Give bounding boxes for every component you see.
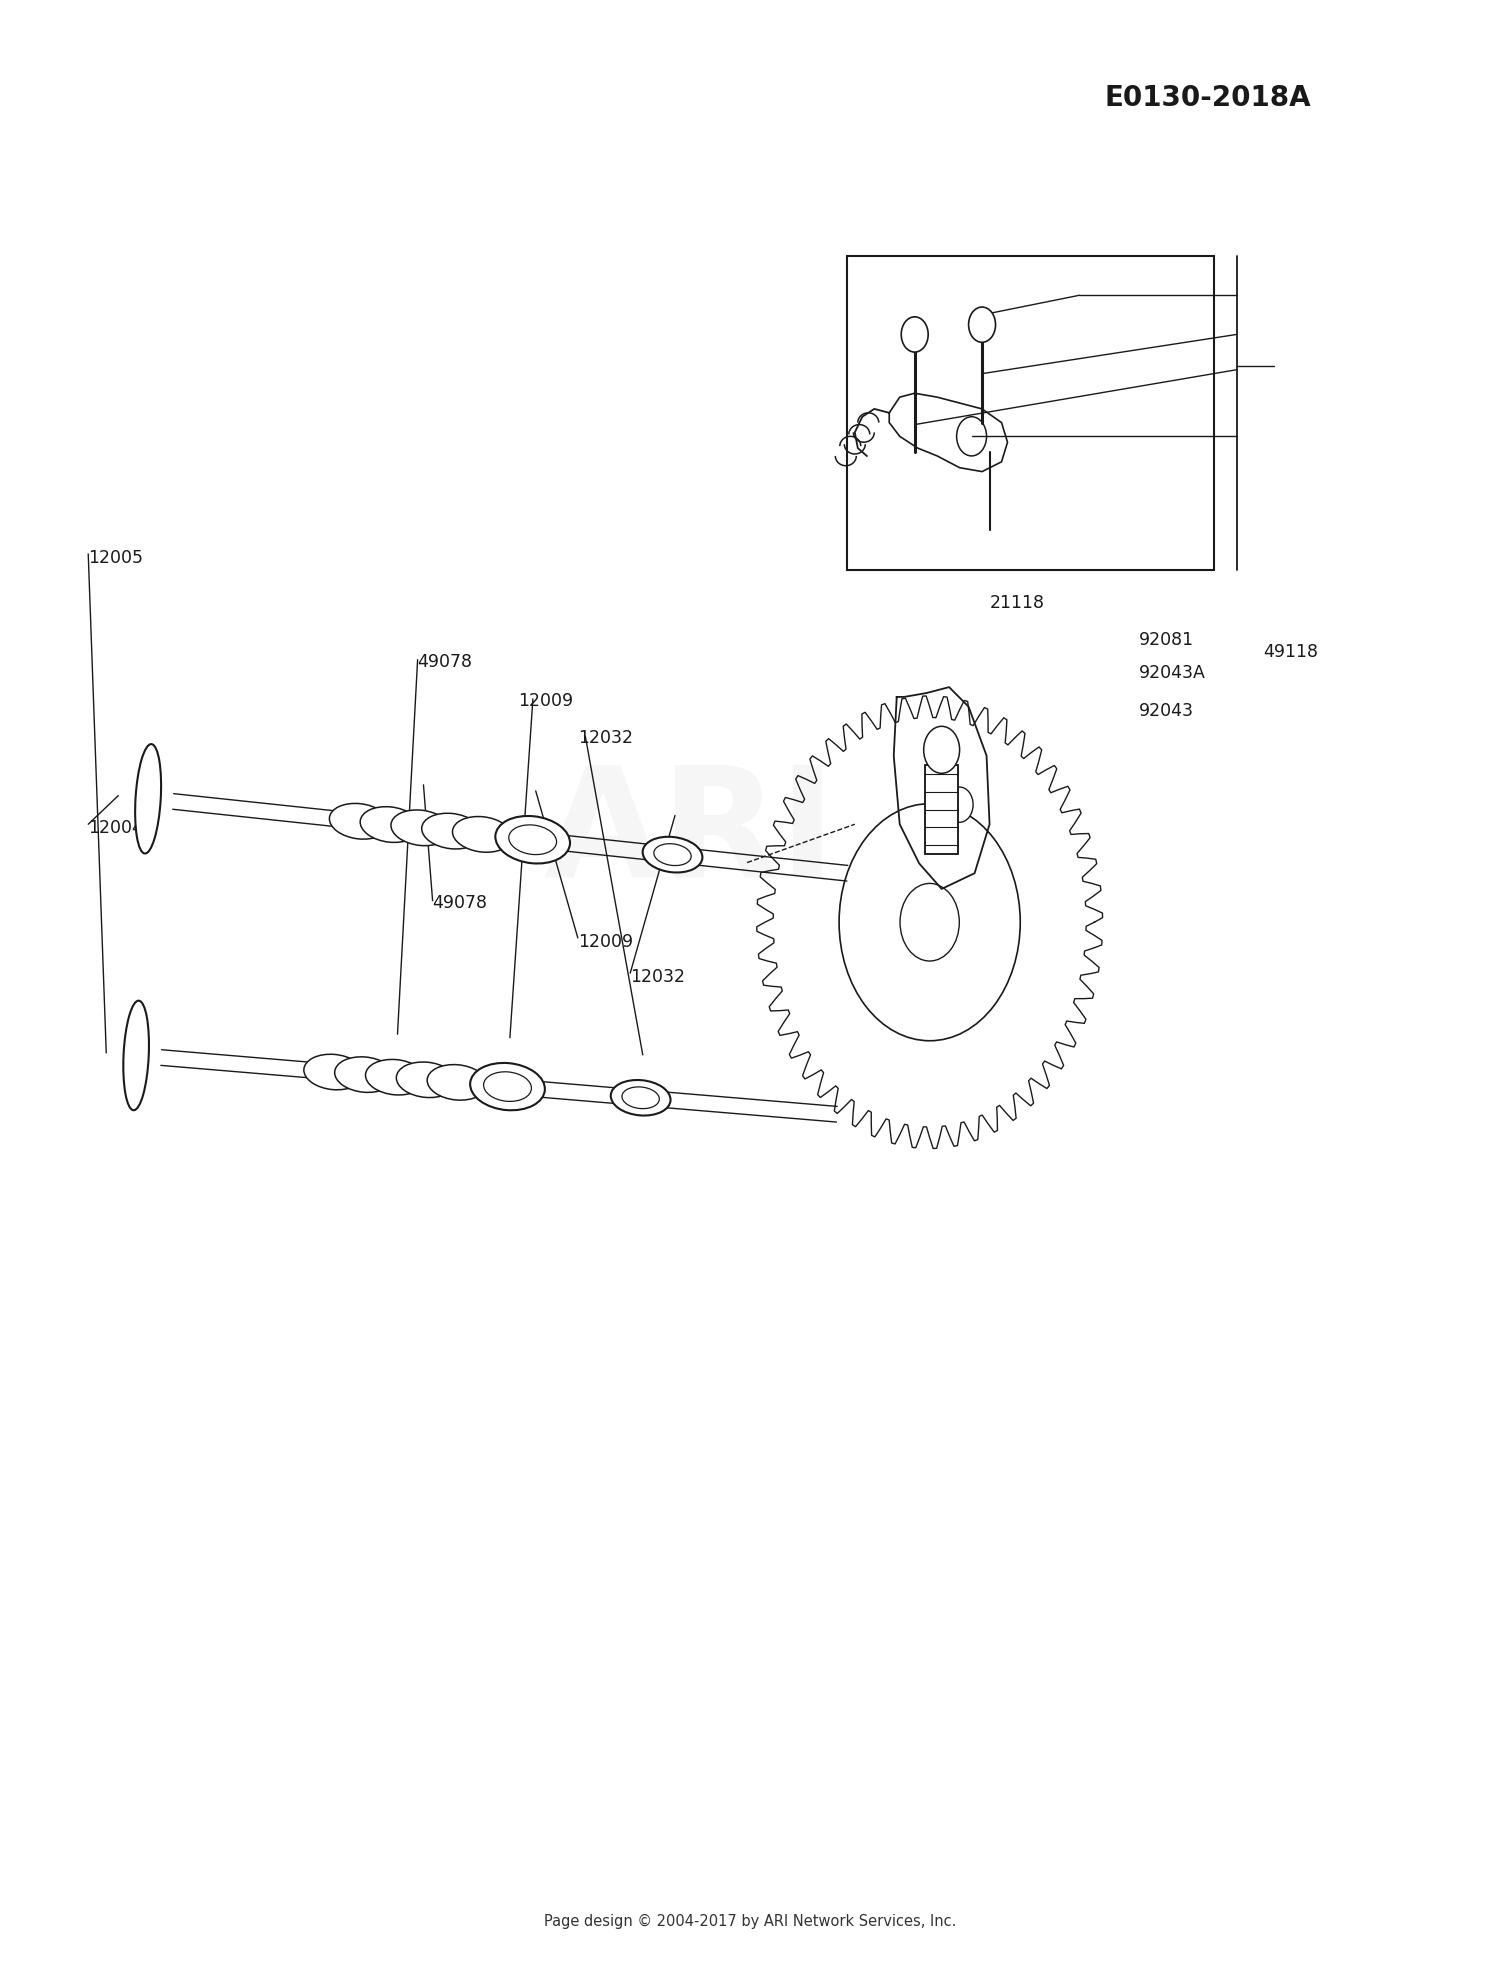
Text: 12009: 12009 bbox=[518, 693, 573, 710]
Bar bbox=[926, 765, 958, 853]
Ellipse shape bbox=[453, 816, 512, 852]
Circle shape bbox=[900, 883, 960, 961]
Ellipse shape bbox=[422, 812, 482, 850]
Ellipse shape bbox=[366, 1059, 426, 1095]
Ellipse shape bbox=[654, 844, 692, 865]
Text: 49078: 49078 bbox=[417, 653, 472, 671]
Text: 12005: 12005 bbox=[88, 549, 142, 567]
Ellipse shape bbox=[509, 824, 556, 855]
Text: 92081: 92081 bbox=[1140, 632, 1194, 649]
Ellipse shape bbox=[610, 1079, 670, 1116]
Text: ARI: ARI bbox=[543, 759, 837, 908]
Text: 12009: 12009 bbox=[578, 932, 633, 952]
Text: 12004: 12004 bbox=[88, 820, 142, 838]
Text: 92043: 92043 bbox=[1140, 702, 1194, 720]
Text: 49118: 49118 bbox=[1263, 644, 1318, 661]
Text: E0130-2018A: E0130-2018A bbox=[1106, 84, 1311, 112]
Ellipse shape bbox=[392, 810, 450, 846]
Ellipse shape bbox=[304, 1054, 363, 1089]
Ellipse shape bbox=[330, 802, 388, 840]
Ellipse shape bbox=[622, 1087, 660, 1109]
Circle shape bbox=[902, 316, 928, 351]
Text: Page design © 2004-2017 by ARI Network Services, Inc.: Page design © 2004-2017 by ARI Network S… bbox=[544, 1915, 956, 1929]
Ellipse shape bbox=[396, 1061, 456, 1097]
Bar bbox=[926, 765, 958, 853]
Ellipse shape bbox=[495, 816, 570, 863]
Text: 12032: 12032 bbox=[630, 967, 686, 987]
Ellipse shape bbox=[642, 836, 702, 873]
Circle shape bbox=[946, 787, 974, 822]
Ellipse shape bbox=[360, 806, 420, 842]
Ellipse shape bbox=[483, 1071, 531, 1101]
Circle shape bbox=[969, 306, 996, 341]
Bar bbox=[847, 257, 1214, 569]
Text: 21118: 21118 bbox=[990, 594, 1044, 612]
Ellipse shape bbox=[135, 744, 160, 853]
Text: 92043A: 92043A bbox=[1140, 665, 1206, 683]
Ellipse shape bbox=[470, 1063, 544, 1110]
Text: 12032: 12032 bbox=[578, 730, 633, 748]
Ellipse shape bbox=[427, 1065, 488, 1101]
Circle shape bbox=[924, 726, 960, 773]
Ellipse shape bbox=[123, 1001, 148, 1110]
Text: 49078: 49078 bbox=[432, 893, 488, 912]
Ellipse shape bbox=[334, 1058, 394, 1093]
